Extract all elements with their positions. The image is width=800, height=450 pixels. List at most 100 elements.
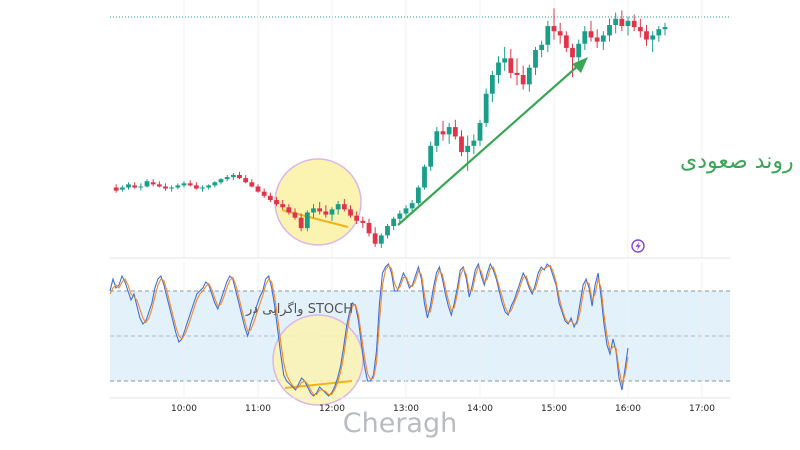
trend-arrow-line — [397, 63, 581, 226]
flash-icon[interactable] — [631, 239, 645, 253]
candle — [483, 88, 489, 128]
candle — [625, 16, 631, 36]
candle — [243, 175, 249, 184]
brand-text: Cheragh — [343, 408, 457, 439]
candle — [391, 216, 397, 231]
candle — [533, 46, 538, 75]
candle — [298, 213, 304, 232]
candle — [415, 185, 421, 206]
candle — [163, 183, 168, 191]
candle — [187, 180, 193, 187]
candle — [514, 58, 520, 86]
candle — [545, 20, 551, 53]
candle — [317, 202, 323, 215]
candle — [286, 204, 292, 215]
time-tick-label: 15:00 — [541, 404, 567, 414]
time-tick-label: 13:00 — [393, 404, 419, 414]
candle — [348, 205, 353, 218]
stoch-lines — [109, 262, 629, 397]
candle — [434, 127, 440, 153]
candle — [496, 56, 501, 84]
candle — [329, 207, 335, 221]
candle — [304, 210, 310, 232]
trend-arrow — [397, 57, 588, 226]
candle — [218, 178, 224, 185]
brand-logo: Cheragh — [343, 408, 457, 439]
indicator-grid — [183, 262, 703, 398]
candle — [471, 134, 477, 155]
time-tick-label: 16:00 — [615, 404, 641, 414]
candle — [237, 171, 242, 180]
candle — [551, 8, 557, 40]
candle — [249, 179, 255, 188]
candles-group — [113, 8, 668, 248]
candle — [323, 205, 329, 218]
candle — [280, 200, 286, 210]
candle — [385, 223, 390, 239]
price-highlight-circle — [274, 158, 362, 246]
candle — [156, 181, 162, 188]
candle — [607, 18, 612, 42]
candle — [440, 120, 446, 141]
candle — [557, 22, 563, 44]
candle — [212, 181, 218, 188]
candle — [150, 179, 156, 187]
stoch-divergence-line — [284, 380, 353, 389]
candle — [539, 40, 545, 58]
candle — [206, 184, 212, 190]
candle — [169, 185, 175, 192]
time-tick-label: 17:00 — [689, 404, 715, 414]
candle — [335, 201, 341, 215]
candle — [650, 31, 656, 53]
candle — [267, 192, 273, 203]
candle — [582, 26, 588, 50]
candle — [292, 208, 298, 220]
candle — [193, 182, 199, 190]
time-tick-label: 12:00 — [319, 404, 345, 414]
candle — [354, 211, 360, 224]
candle — [576, 39, 582, 63]
trend-arrow-head — [572, 57, 588, 73]
candle — [502, 46, 508, 71]
candle — [465, 135, 471, 171]
candle — [360, 216, 366, 229]
candle — [261, 188, 267, 198]
candle — [230, 172, 236, 181]
trend-label: روند صعودی — [680, 149, 794, 174]
time-tick-label: 14:00 — [467, 404, 493, 414]
candle — [644, 25, 649, 46]
candle — [372, 227, 378, 247]
candle — [588, 20, 594, 42]
candle — [600, 31, 606, 50]
candle — [366, 218, 372, 237]
candle — [378, 233, 384, 248]
candle — [119, 185, 125, 192]
candle — [428, 141, 434, 171]
candle — [341, 198, 347, 212]
candle — [409, 200, 415, 213]
candle — [489, 70, 495, 103]
candle — [255, 184, 261, 193]
time-tick-label: 10:00 — [171, 404, 197, 414]
candle — [619, 10, 625, 32]
stoch-series-line — [109, 262, 629, 397]
candle — [594, 29, 600, 48]
candle — [397, 210, 403, 223]
candle — [311, 204, 316, 218]
candle — [656, 26, 662, 42]
candle — [452, 119, 458, 140]
candle — [200, 185, 205, 192]
candle — [446, 122, 452, 144]
candle — [526, 64, 532, 92]
candle — [459, 130, 464, 157]
stoch-series-line — [109, 264, 629, 396]
price-panel: روند صعودی — [110, 0, 794, 258]
candle — [181, 181, 187, 188]
time-tick-label: 11:00 — [245, 404, 271, 414]
indicator-panel: واگرایی در STOCH — [109, 262, 730, 406]
candle — [224, 175, 230, 182]
candle — [613, 12, 619, 34]
candle — [274, 196, 279, 207]
